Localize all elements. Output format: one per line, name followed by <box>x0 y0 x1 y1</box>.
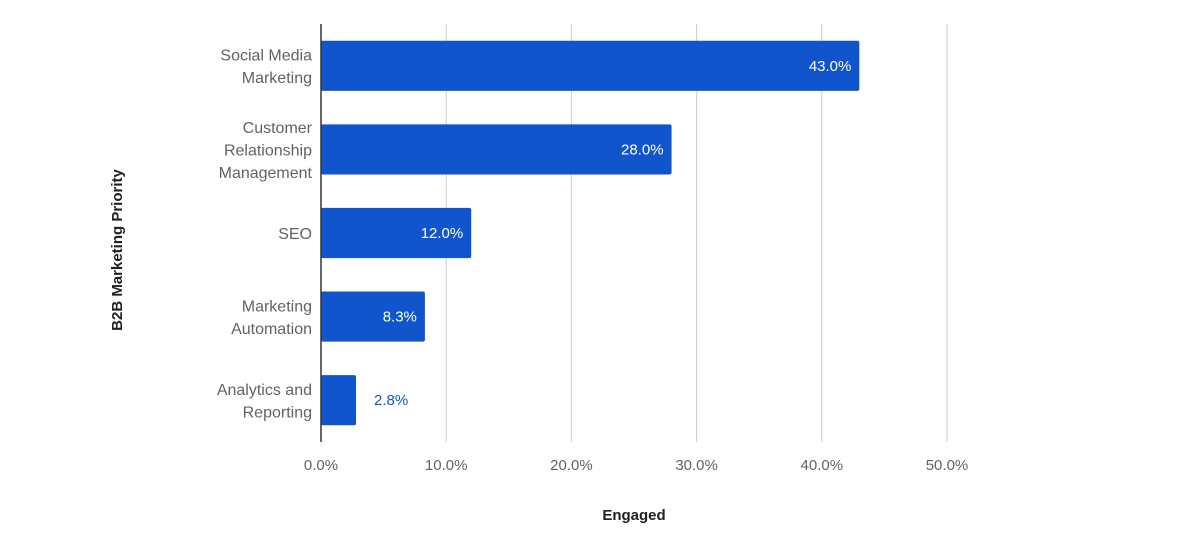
x-tick-label: 40.0% <box>801 457 844 474</box>
x-axis-title: Engaged <box>602 507 665 524</box>
category-label-line: SEO <box>278 226 312 243</box>
category-label-line: Reporting <box>243 404 312 421</box>
category-labels: Social Media Marketing Customer Relationshi… <box>217 48 313 422</box>
data-label: 28.0% <box>621 141 664 158</box>
x-tick-label: 50.0% <box>926 457 969 474</box>
category-label: Analytics and Reporting <box>217 382 312 422</box>
category-label-line: Automation <box>231 321 312 338</box>
data-label: 43.0% <box>809 58 852 75</box>
bar <box>321 207 472 259</box>
category-label-line: Analytics and <box>217 382 312 399</box>
category-label-line: Management <box>219 165 313 182</box>
data-label: 8.3% <box>383 309 417 326</box>
x-tick-label: 30.0% <box>675 457 718 474</box>
category-label-line: Social Media <box>220 48 312 65</box>
data-label: 12.0% <box>421 225 464 242</box>
bar <box>321 375 357 426</box>
bars: 43.0% 28.0% 12.0% 8.3% 2.8% <box>321 40 860 426</box>
category-label-line: Marketing <box>242 298 312 315</box>
category-label: Customer Relationship Management <box>219 120 313 182</box>
x-tick-label: 20.0% <box>550 457 593 474</box>
category-label: SEO <box>278 226 312 243</box>
category-label-line: Relationship <box>224 142 312 159</box>
category-label: Social Media Marketing <box>220 48 312 88</box>
x-tick-label: 10.0% <box>425 457 468 474</box>
bar <box>321 291 425 342</box>
grid-lines <box>445 24 948 442</box>
x-tick-labels: 0.0% 10.0% 20.0% 30.0% 40.0% 50.0% <box>304 457 968 474</box>
category-label-line: Customer <box>243 120 313 137</box>
x-tick-label: 0.0% <box>304 457 338 474</box>
y-axis-title: B2B Marketing Priority <box>109 168 126 330</box>
data-label: 2.8% <box>374 392 408 409</box>
bar <box>321 124 672 175</box>
category-label: Marketing Automation <box>231 298 312 338</box>
category-label-line: Marketing <box>242 70 312 87</box>
bar <box>321 40 860 91</box>
